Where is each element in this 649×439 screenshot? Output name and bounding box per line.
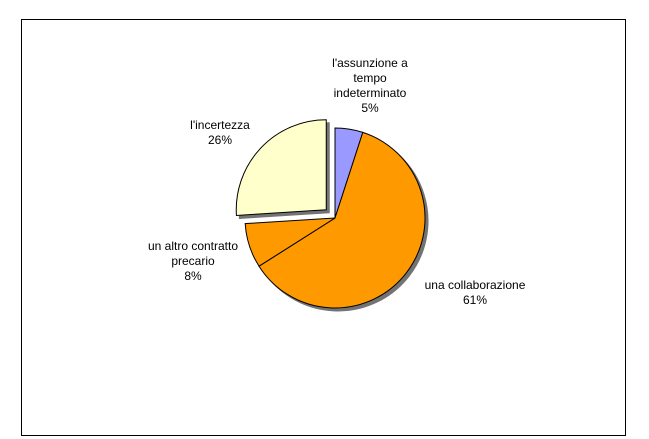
data-label-assunzione: l'assunzione a tempo indeterminato 5% — [332, 56, 408, 115]
data-label-collaborazione: una collaborazione 61% — [424, 278, 526, 307]
slice-altro-contratto — [244, 217, 336, 267]
data-label-altro-contratto: un altro contratto precario 8% — [147, 239, 239, 283]
slice-incertezza — [235, 119, 327, 216]
slice-collaborazione — [258, 131, 426, 309]
data-label-incertezza: l'incertezza 26% — [190, 118, 250, 147]
